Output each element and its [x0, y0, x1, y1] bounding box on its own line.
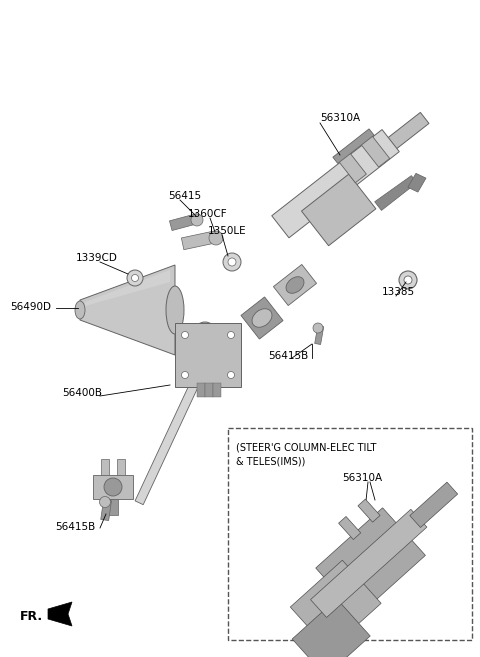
Polygon shape — [272, 129, 399, 238]
Ellipse shape — [209, 231, 223, 245]
Ellipse shape — [223, 253, 241, 271]
Text: 13385: 13385 — [382, 287, 415, 297]
Text: 1350LE: 1350LE — [208, 226, 247, 236]
Text: 56310A: 56310A — [320, 113, 360, 123]
Polygon shape — [101, 459, 109, 475]
Text: 56400B: 56400B — [62, 388, 102, 398]
Text: & TELES(IMS)): & TELES(IMS)) — [236, 456, 305, 466]
Polygon shape — [301, 174, 376, 246]
Polygon shape — [274, 265, 317, 306]
Polygon shape — [101, 499, 111, 520]
Polygon shape — [338, 516, 361, 539]
Polygon shape — [213, 383, 221, 397]
Ellipse shape — [104, 478, 122, 496]
Text: 56310A: 56310A — [342, 473, 382, 483]
Ellipse shape — [181, 371, 189, 378]
Text: (STEER'G COLUMN-ELEC TILT: (STEER'G COLUMN-ELEC TILT — [236, 442, 376, 452]
Polygon shape — [205, 383, 213, 397]
Polygon shape — [358, 499, 380, 522]
Polygon shape — [80, 265, 175, 355]
Ellipse shape — [404, 276, 412, 284]
Ellipse shape — [132, 275, 139, 281]
Polygon shape — [175, 323, 241, 387]
Polygon shape — [358, 131, 390, 167]
Polygon shape — [93, 475, 133, 499]
Polygon shape — [169, 214, 199, 231]
Polygon shape — [316, 508, 425, 616]
Polygon shape — [135, 351, 213, 505]
Polygon shape — [181, 231, 218, 250]
Ellipse shape — [186, 322, 224, 388]
Ellipse shape — [286, 277, 304, 293]
Bar — [228, 428, 472, 640]
Polygon shape — [197, 383, 205, 397]
Polygon shape — [241, 297, 283, 339]
Polygon shape — [311, 509, 427, 618]
Text: 56415B: 56415B — [268, 351, 308, 361]
Polygon shape — [290, 560, 381, 650]
Text: 56415B: 56415B — [55, 522, 95, 532]
Text: 56490D: 56490D — [10, 302, 51, 312]
Ellipse shape — [399, 271, 417, 289]
Ellipse shape — [252, 309, 272, 327]
Polygon shape — [336, 149, 366, 183]
Ellipse shape — [228, 258, 236, 266]
Text: 1360CF: 1360CF — [188, 209, 228, 219]
Text: 1339CD: 1339CD — [76, 253, 118, 263]
Ellipse shape — [127, 270, 143, 286]
Polygon shape — [315, 326, 324, 344]
Ellipse shape — [166, 286, 184, 334]
Ellipse shape — [313, 323, 323, 333]
Polygon shape — [408, 173, 426, 192]
Ellipse shape — [99, 497, 110, 507]
Polygon shape — [292, 599, 370, 657]
Text: 56415: 56415 — [168, 191, 201, 201]
Ellipse shape — [181, 332, 189, 338]
Polygon shape — [108, 499, 118, 515]
Ellipse shape — [191, 214, 203, 226]
Text: FR.: FR. — [20, 610, 43, 623]
Ellipse shape — [228, 371, 235, 378]
Ellipse shape — [75, 301, 85, 319]
Ellipse shape — [228, 332, 235, 338]
Polygon shape — [410, 482, 457, 528]
Polygon shape — [334, 112, 429, 191]
Polygon shape — [333, 129, 374, 164]
Polygon shape — [375, 175, 417, 210]
Polygon shape — [117, 459, 125, 475]
Polygon shape — [85, 270, 170, 306]
Polygon shape — [48, 602, 72, 626]
